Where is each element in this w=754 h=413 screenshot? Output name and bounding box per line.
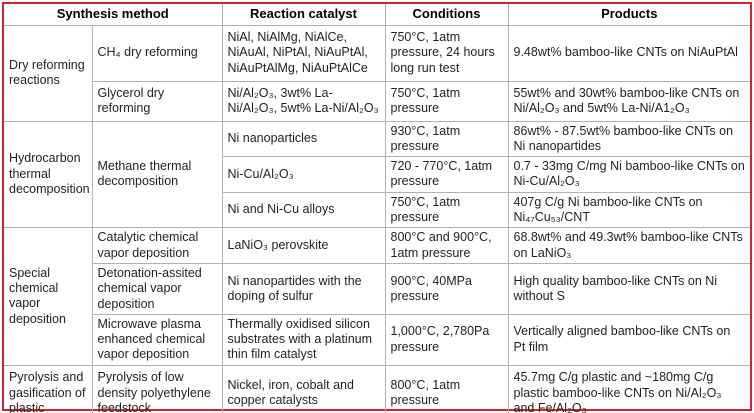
conditions-cell: 750°C, 1atm pressure (384, 80, 509, 122)
header-synthesis-method: Synthesis method (4, 4, 223, 26)
table-row: Dry reforming reactions CH₄ dry reformin… (4, 24, 750, 122)
catalyst-cell: Ni nanoparticles (221, 120, 386, 157)
header-conditions: Conditions (384, 4, 509, 26)
cnt-synthesis-table: Synthesis method Reaction catalyst Condi… (4, 4, 750, 413)
table-row: Special chemical vapor deposition Cataly… (4, 227, 750, 366)
table-row: Glycerol dry reforming Ni/Al₂O₃, 3wt% La… (4, 80, 750, 122)
submethod-cell: CH₄ dry reforming (91, 24, 223, 82)
header-products: Products (507, 4, 750, 26)
submethod-cell: Glycerol dry reforming (92, 80, 223, 122)
conditions-cell: 750°C, 1atm pressure, 24 hours long run … (384, 24, 509, 82)
table-row: Hydrocarbon thermal decomposition Methan… (4, 120, 750, 228)
conditions-cell: 750°C, 1atm pressure (384, 191, 509, 228)
method-cell: Hydrocarbon thermal decomposition (4, 120, 93, 228)
products-cell: High quality bamboo-like CNTs on Ni with… (507, 263, 750, 315)
conditions-cell: 900°C, 40MPa pressure (384, 263, 509, 315)
header-row: Synthesis method Reaction catalyst Condi… (4, 4, 750, 26)
method-cell: Special chemical vapor deposition (4, 227, 93, 366)
products-cell: 0.7 - 33mg C/mg Ni bamboo-like CNTs on N… (507, 156, 750, 193)
submethod-cell: Catalytic chemical vapor deposition (91, 227, 223, 264)
submethod-cell: Pyrolysis of low density polyethylene fe… (91, 364, 223, 413)
products-cell: 45.7mg C/g plastic and ~180mg C/g plasti… (507, 364, 750, 413)
submethod-cell: Methane thermal decomposition (91, 120, 223, 228)
submethod-cell: Detonation-assited chemical vapor deposi… (92, 263, 223, 315)
conditions-cell: 800°C and 900°C, 1atm pressure (384, 227, 509, 264)
catalyst-cell: Thermally oxidised silicon substrates wi… (221, 313, 386, 366)
table-row: Pyrolysis and gasification of plastic Py… (4, 364, 750, 413)
products-cell: 86wt% - 87.5wt% bamboo-like CNTs on Ni n… (507, 120, 750, 157)
products-cell: 407g C/g Ni bamboo-like CNTs on Ni₄₇Cu₅₃… (507, 191, 750, 228)
products-cell: 68.8wt% and 49.3wt% bamboo-like CNTs on … (507, 227, 750, 264)
catalyst-cell: Ni-Cu/Al₂O₃ (222, 156, 386, 193)
table-row: Detonation-assited chemical vapor deposi… (4, 263, 750, 315)
table-row: Microwave plasma enhanced chemical vapor… (4, 313, 750, 366)
products-cell: 9.48wt% bamboo-like CNTs on NiAuPtAl (507, 24, 750, 82)
products-cell: 55wt% and 30wt% bamboo-like CNTs on Ni/A… (507, 80, 750, 122)
catalyst-cell: Nickel, iron, cobalt and copper catalyst… (221, 364, 386, 413)
method-cell: Dry reforming reactions (4, 24, 93, 122)
catalyst-cell: NiAl, NiAlMg, NiAlCe, NiAuAl, NiPtAl, Ni… (221, 24, 386, 82)
header-reaction-catalyst: Reaction catalyst (221, 4, 386, 26)
submethod-cell: Microwave plasma enhanced chemical vapor… (92, 313, 223, 366)
conditions-cell: 800°C, 1atm pressure (384, 364, 509, 413)
catalyst-cell: LaNiO₃ perovskite (221, 227, 386, 264)
products-cell: Vertically aligned bamboo-like CNTs on P… (507, 313, 750, 366)
conditions-cell: 1,000°C, 2,780Pa pressure (384, 313, 509, 366)
table-row: Ni and Ni-Cu alloys 750°C, 1atm pressure… (4, 191, 750, 228)
catalyst-cell: Ni nanopartides with the doping of sulfu… (221, 263, 386, 315)
method-cell: Pyrolysis and gasification of plastic (4, 364, 93, 413)
conditions-cell: 930°C, 1atm pressure (384, 120, 509, 157)
catalyst-cell: Ni and Ni-Cu alloys (222, 191, 386, 228)
catalyst-cell: Ni/Al₂O₃, 3wt% La-Ni/Al₂O₃, 5wt% La-Ni/A… (221, 80, 386, 122)
conditions-cell: 720 - 770°C, 1atm pressure (384, 156, 509, 193)
